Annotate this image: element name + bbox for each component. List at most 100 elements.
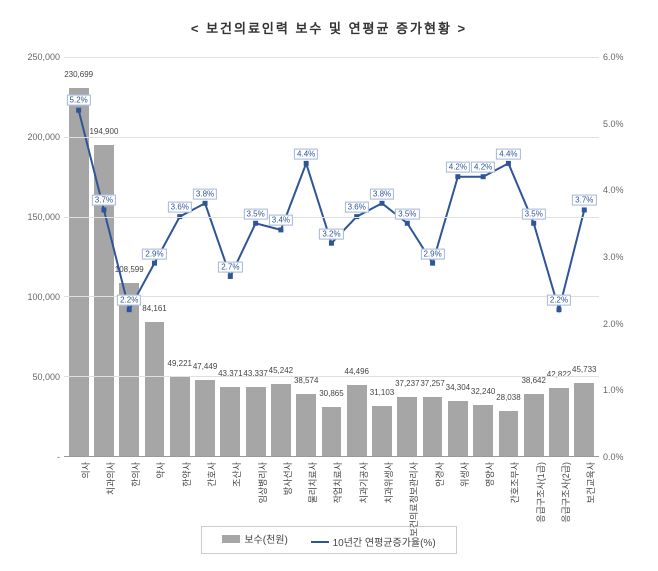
bar-value-label: 49,221 [168,359,192,368]
x-category-label: 한약사 [180,462,193,487]
gridline [64,296,599,297]
x-label-col: 치과기공사 [345,457,368,522]
line-value-label: 3.8% [370,188,394,199]
x-label-col: 의사 [67,457,90,522]
y1-tick: 100,000 [27,292,60,302]
bar [473,405,493,456]
bar [574,383,594,456]
bar-value-label: 32,240 [471,387,495,396]
bar [271,384,291,456]
bar [347,385,367,456]
bar-column: 32,240 [472,57,495,456]
x-label-col: 작업치료사 [320,457,343,522]
y2-tick: 5.0% [603,119,624,129]
line-value-label: 2.7% [218,262,242,273]
line-value-label: 3.6% [168,202,192,213]
bar [220,387,240,456]
bar-column: 108,599 [118,57,141,456]
x-category-label: 위생사 [458,462,471,487]
bar [94,145,114,456]
legend-line-label: 10년간 연평균증가율(%) [333,534,436,549]
bar [195,380,215,456]
x-category-label: 응급구조사(1급) [534,462,547,523]
x-category-label: 치과위생사 [382,462,395,503]
line-value-label: 4.2% [446,162,470,173]
bar-column: 37,237 [396,57,419,456]
bar-value-label: 47,449 [193,362,217,371]
x-label-col: 치과위생사 [370,457,393,522]
y1-tick: - [57,452,60,462]
legend-bar-swatch [222,535,240,543]
gridline [64,137,599,138]
bar-column: 43,371 [219,57,242,456]
bar-value-label: 38,574 [294,376,318,385]
line-value-label: 3.8% [193,188,217,199]
line-value-label: 4.4% [496,148,520,159]
y2-tick: 4.0% [603,185,624,195]
line-value-label: 2.2% [547,295,571,306]
line-value-label: 3.4% [269,215,293,226]
bar [119,283,139,456]
x-category-label: 보건의료정보관리사 [407,462,420,537]
bar [448,401,468,456]
x-category-label: 물리치료사 [306,462,319,503]
bar [296,394,316,456]
bar [246,387,266,456]
bar-column: 38,574 [295,57,318,456]
bar-column: 28,038 [497,57,520,456]
x-label-col: 영양사 [472,457,495,522]
bar-column: 30,865 [320,57,343,456]
x-category-label: 의사 [79,462,92,479]
bar-column: 45,242 [269,57,292,456]
x-label-col: 방사선사 [269,457,292,522]
bar-value-label: 38,642 [521,376,545,385]
y1-tick: 250,000 [27,52,60,62]
line-value-label: 4.4% [294,148,318,159]
chart-container: -50,000100,000150,000200,000250,000 0.0%… [14,52,644,522]
bar-value-label: 31,103 [370,388,394,397]
legend-line-swatch [311,541,329,543]
bar [69,88,89,456]
y2-tick: 0.0% [603,452,624,462]
y1-axis: -50,000100,000150,000200,000250,000 [14,57,64,457]
x-category-label: 조산사 [230,462,243,487]
y2-tick: 6.0% [603,52,624,62]
bar-value-label: 45,733 [572,365,596,374]
line-value-label: 3.6% [345,202,369,213]
x-category-label: 간호사 [205,462,218,487]
line-value-label: 3.7% [572,195,596,206]
bar-value-label: 42,822 [547,370,571,379]
bar-column: 34,304 [446,57,469,456]
bar-value-label: 230,699 [64,70,93,79]
legend-bar-label: 보수(천원) [244,531,287,546]
y2-tick: 3.0% [603,252,624,262]
bar-value-label: 34,304 [446,383,470,392]
bar-value-label: 194,900 [89,127,118,136]
x-category-label: 약사 [154,462,167,479]
bar-value-label: 28,038 [496,393,520,402]
x-category-label: 영양사 [483,462,496,487]
line-value-label: 2.2% [117,295,141,306]
bar-column: 38,642 [522,57,545,456]
x-category-label: 응급구조사(2급) [559,462,572,523]
x-category-label: 임상병리사 [256,462,269,503]
line-value-label: 3.7% [92,195,116,206]
line-value-label: 2.9% [420,248,444,259]
x-label-col: 약사 [143,457,166,522]
bar [549,388,569,456]
bar-column: 42,822 [547,57,570,456]
line-value-label: 2.9% [142,248,166,259]
bar-column: 47,449 [193,57,216,456]
x-label-col: 안경사 [421,457,444,522]
bar-value-label: 30,865 [319,389,343,398]
x-label-col: 응급구조사(1급) [522,457,545,522]
line-value-label: 3.5% [395,208,419,219]
y2-tick: 1.0% [603,385,624,395]
x-category-label: 안경사 [433,462,446,487]
x-category-label: 방사선사 [281,462,294,495]
x-label-col: 한의사 [118,457,141,522]
bar-value-label: 37,257 [420,379,444,388]
gridline [64,217,599,218]
y2-tick: 2.0% [603,319,624,329]
y1-tick: 150,000 [27,212,60,222]
